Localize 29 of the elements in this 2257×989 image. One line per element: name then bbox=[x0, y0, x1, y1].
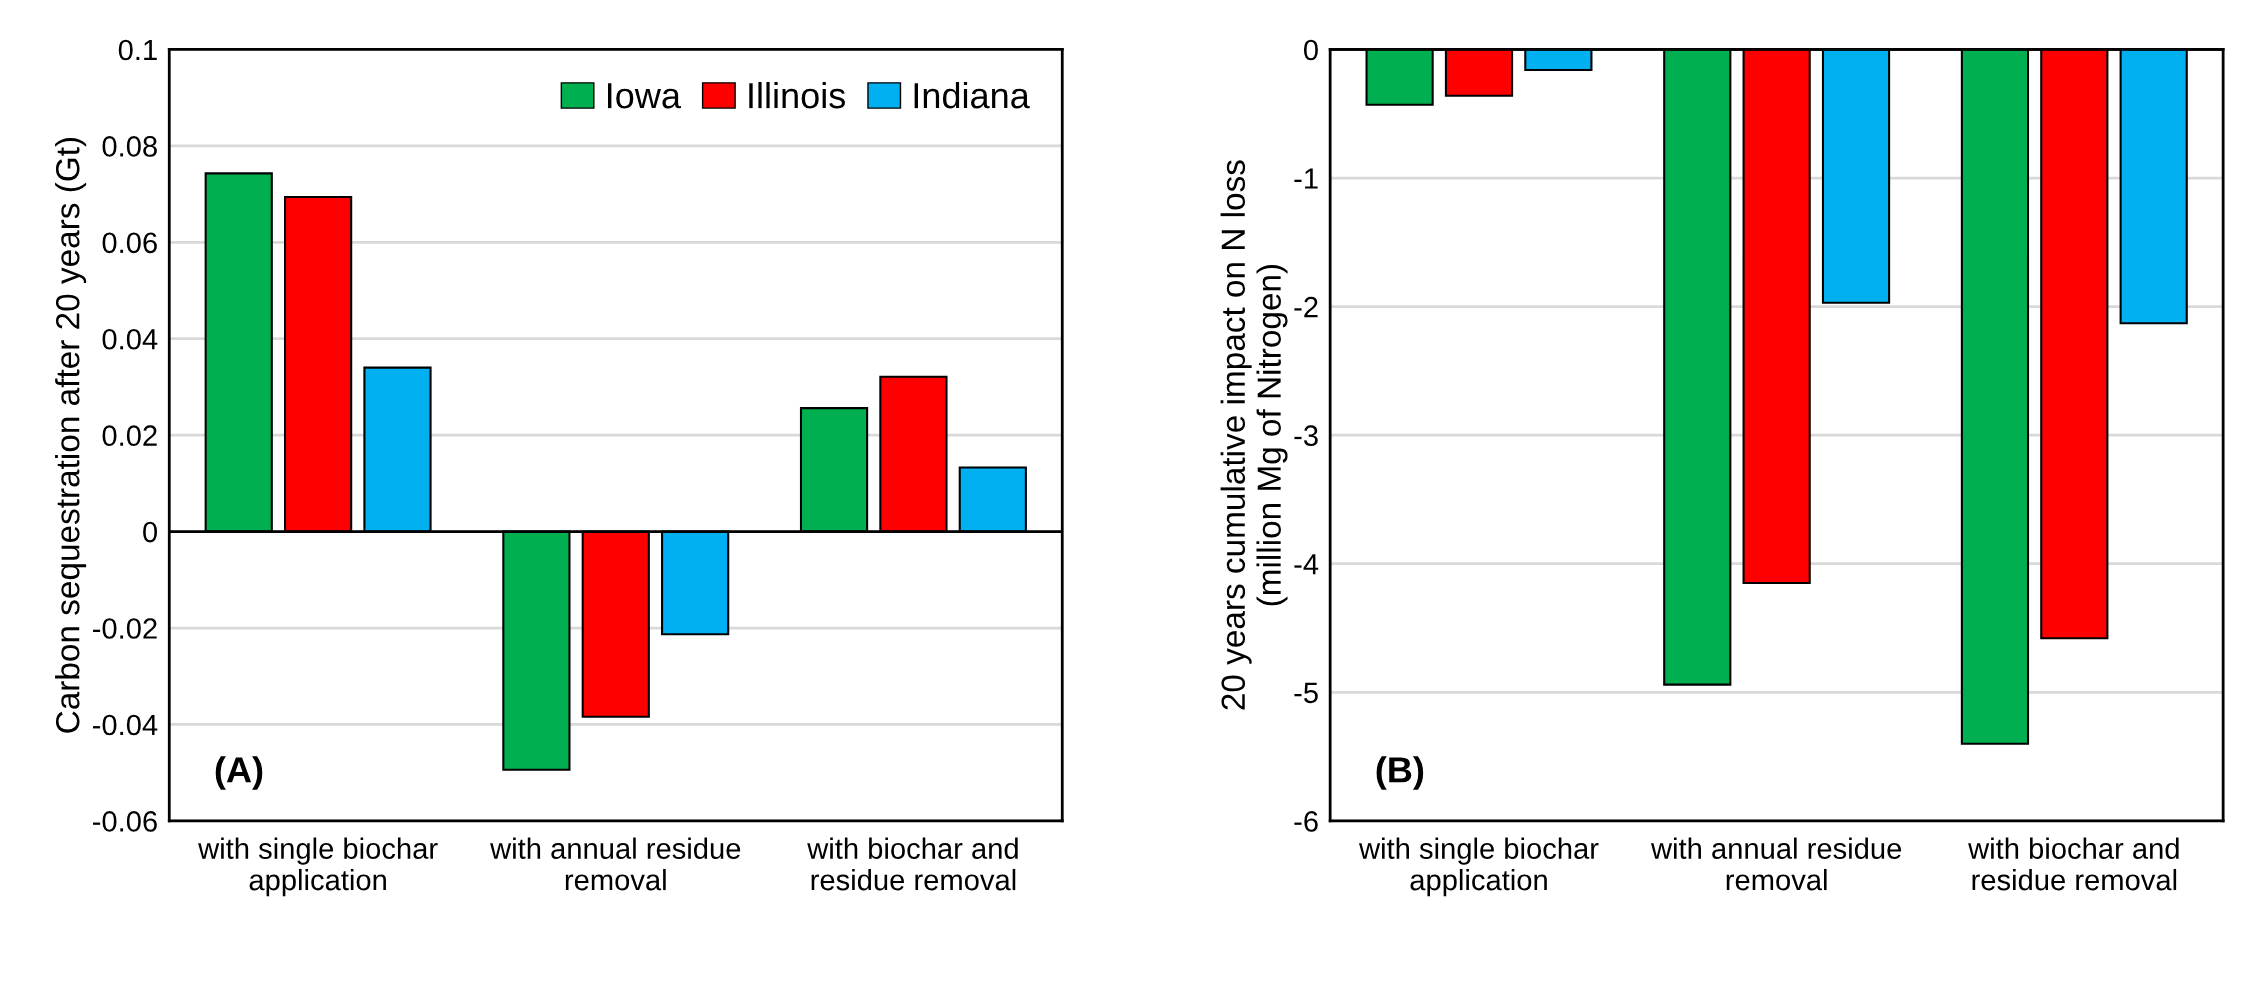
y-tick-label: 0.08 bbox=[102, 136, 157, 157]
y-tick-label: 0 bbox=[1303, 39, 1318, 61]
y-tick-label: -6 bbox=[1294, 811, 1318, 832]
y-tick-label: 0 bbox=[143, 521, 158, 543]
y-tick-label: -0.06 bbox=[92, 811, 157, 832]
y-tick-label: -3 bbox=[1294, 425, 1318, 447]
x-tick-label: with biochar and residue removal bbox=[807, 837, 1018, 891]
annotation: (A) bbox=[215, 756, 263, 790]
y-tick-label: 0.1 bbox=[118, 39, 157, 61]
y-tick-label: 0.04 bbox=[102, 328, 158, 350]
legend-label: Iowa bbox=[608, 83, 681, 109]
y-axis-title: 20 years cumulative impact on N loss (million Mg of Nitrogen) bbox=[1220, 160, 1288, 710]
y-axis-title: Carbon sequestration after 20 years (Gt) bbox=[55, 137, 87, 733]
x-tick-label: with single biochar application bbox=[198, 837, 438, 897]
x-tick-label: with single biochar application bbox=[1358, 837, 1599, 897]
y-tick-label: 0.06 bbox=[102, 232, 157, 254]
y-tick-label: -4 bbox=[1294, 554, 1319, 575]
y-tick-label: 0.02 bbox=[102, 425, 157, 447]
y-tick-label: -2 bbox=[1294, 296, 1318, 318]
y-tick-label: -1 bbox=[1294, 168, 1318, 189]
x-tick-label: with annual residue removal bbox=[490, 837, 741, 891]
x-tick-label: with annual residue removal bbox=[1650, 837, 1902, 891]
y-tick-label: -5 bbox=[1294, 682, 1318, 704]
y-tick-label: -0.04 bbox=[92, 714, 158, 736]
legend-label: Indiana bbox=[914, 81, 1030, 109]
annotation: (B) bbox=[1376, 756, 1424, 790]
y-tick-label: -0.02 bbox=[92, 618, 157, 639]
x-tick-label: with biochar and residue removal bbox=[1968, 837, 2179, 891]
legend-label: Illinois bbox=[749, 81, 845, 109]
